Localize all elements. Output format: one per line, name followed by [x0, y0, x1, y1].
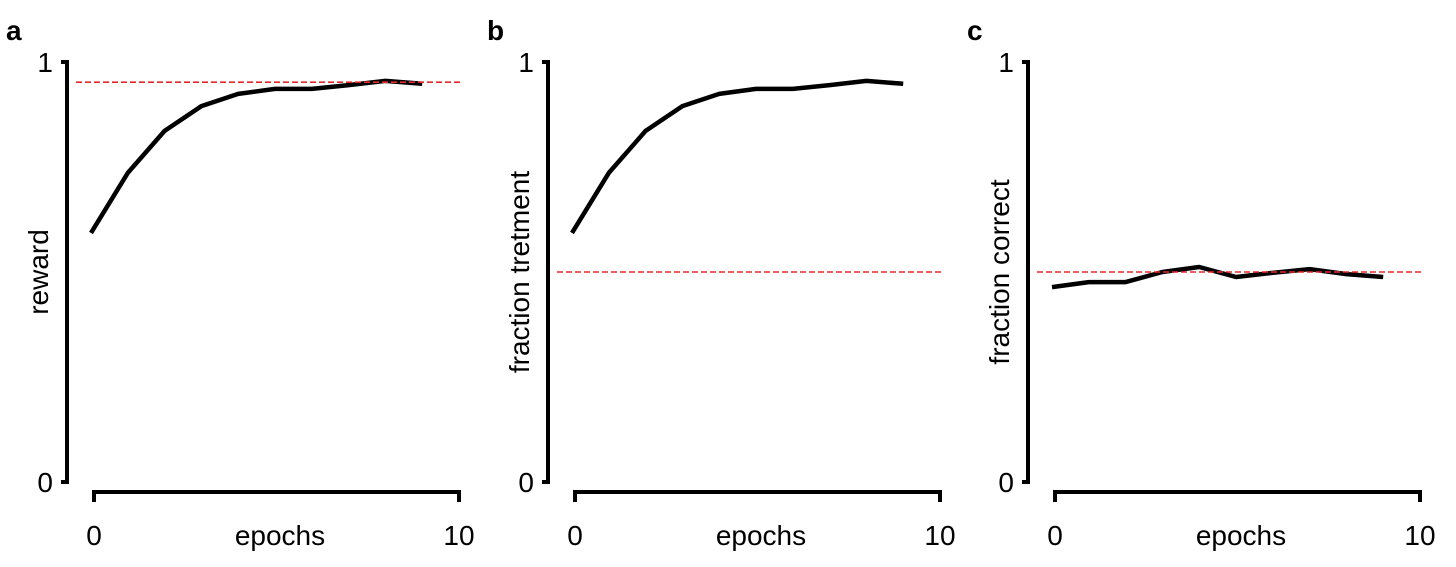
- y-axis: [61, 60, 69, 484]
- x-tick-label: 0: [1047, 520, 1063, 551]
- x-axis-label: epochs: [716, 520, 806, 551]
- y-tick-label: 0: [37, 467, 53, 498]
- y-tick-label: 1: [998, 47, 1014, 78]
- y-axis: [1022, 60, 1030, 484]
- x-axis: [92, 490, 461, 502]
- panel-label: c: [967, 15, 983, 46]
- y-axis-label: fraction correct: [984, 179, 1015, 364]
- x-tick-label: 10: [1404, 520, 1435, 551]
- series-line: [89, 78, 423, 235]
- x-axis-label: epochs: [235, 520, 325, 551]
- y-tick-label: 1: [37, 47, 53, 78]
- panel-label: b: [487, 15, 504, 46]
- y-tick-label: 1: [518, 47, 534, 78]
- y-axis-label: fraction tretment: [504, 171, 535, 374]
- x-axis: [1053, 490, 1422, 502]
- panel-label: a: [6, 15, 22, 46]
- series-line: [1051, 264, 1384, 290]
- x-axis-label: epochs: [1196, 520, 1286, 551]
- x-tick-label: 10: [924, 520, 955, 551]
- y-tick-label: 0: [998, 467, 1014, 498]
- x-tick-label: 0: [86, 520, 102, 551]
- x-tick-label: 0: [567, 520, 583, 551]
- y-axis-label: reward: [23, 229, 54, 315]
- y-tick-label: 0: [518, 467, 534, 498]
- y-axis: [542, 60, 550, 484]
- x-tick-label: 10: [443, 520, 474, 551]
- series-line: [570, 78, 904, 235]
- x-axis: [573, 490, 942, 502]
